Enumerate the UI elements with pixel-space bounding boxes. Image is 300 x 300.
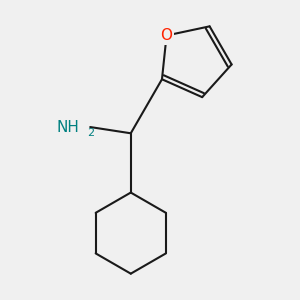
Text: O: O bbox=[160, 28, 172, 43]
Text: 2: 2 bbox=[87, 128, 94, 138]
Text: NH: NH bbox=[57, 119, 80, 134]
